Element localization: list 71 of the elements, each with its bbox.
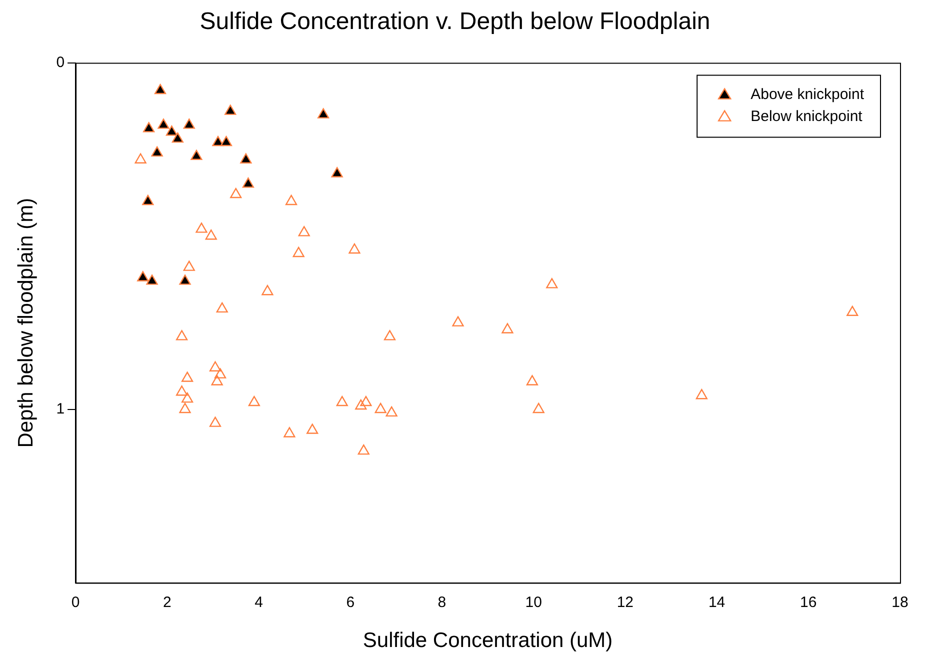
point [262,285,274,296]
point [374,402,386,414]
point [142,194,154,206]
point [240,153,252,164]
x-tick-label: 10 [525,594,542,611]
point [846,306,858,316]
point [384,330,396,340]
point [224,104,236,115]
point [248,396,260,406]
point [216,302,228,313]
point [205,230,217,240]
point [386,406,398,417]
point [151,146,163,157]
point [209,416,222,427]
x-tick-label: 8 [438,594,446,611]
point [154,84,166,94]
point [166,126,178,136]
point [209,361,222,372]
point [183,260,195,271]
point [318,108,330,118]
point [179,402,191,414]
point [196,222,208,233]
point [143,122,155,132]
point [298,226,310,236]
x-tick-label: 0 [71,594,80,611]
point [360,396,372,406]
point [146,274,158,285]
point [158,118,170,129]
point [292,246,304,258]
point [214,368,226,378]
y-axis-title: Depth below floodplain (m) [14,198,38,448]
point [358,444,370,455]
point [183,118,195,129]
point [137,271,149,282]
x-tick-label: 6 [346,594,355,611]
point [348,243,360,254]
x-tick-label: 2 [162,594,172,611]
point [230,188,242,198]
point [452,316,464,326]
x-tick-label: 18 [892,594,908,611]
point [306,424,318,434]
point [336,396,348,406]
legend-label: Above knickpoint [750,86,865,103]
x-axis-title: Sulfide Concentration (uM) [362,629,613,652]
point [331,167,343,178]
point [190,150,202,160]
x-tick-label: 12 [616,594,634,611]
point [182,372,194,382]
y-tick-label: 1 [56,400,65,418]
point [526,375,538,386]
point [502,323,514,334]
point [532,402,544,414]
chart-title: Sulfide Concentration v. Depth below Floodplain [200,8,710,36]
legend-label: Below knickpoint [750,108,864,125]
point [179,274,191,285]
point [172,132,184,143]
point [220,136,232,146]
point [284,427,296,438]
x-tick-label: 14 [708,594,726,611]
point [176,386,188,396]
point [176,330,188,340]
x-tick-label: 16 [800,594,817,611]
point [355,399,367,410]
point [211,375,223,386]
point [546,278,558,288]
x-tick-label: 4 [254,594,263,611]
point [696,389,708,400]
point [242,178,254,188]
point [182,392,194,403]
point [134,153,146,164]
point [285,194,298,206]
